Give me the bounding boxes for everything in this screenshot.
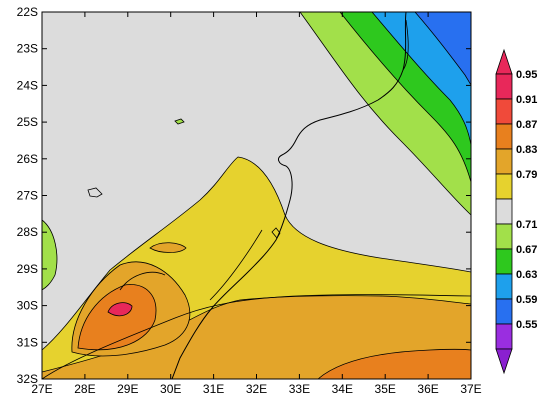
contour-band-0.87-southeast xyxy=(317,348,471,379)
colorbar-swatch xyxy=(495,123,513,150)
lon-tick-label: 28E xyxy=(74,382,95,396)
lat-tick-label: 32S xyxy=(17,372,38,386)
lat-tick-label: 22S xyxy=(17,5,38,19)
lat-tick-label: 28S xyxy=(17,225,38,239)
colorbar: 0.95 0.91 0.87 0.83 0.79 0.71 0.67 0.63 0.59 0.55 xyxy=(495,48,537,375)
colorbar-swatch xyxy=(495,73,513,100)
coastline xyxy=(171,12,407,379)
island-small xyxy=(174,118,185,125)
contour-band-0.71-west xyxy=(42,219,58,291)
colorbar-bottom-arrow xyxy=(495,348,513,375)
colorbar-swatch xyxy=(495,273,513,300)
lat-tick-label: 23S xyxy=(17,42,38,56)
colorbar-label: 0.55 xyxy=(516,319,537,331)
lat-tick-label: 25S xyxy=(17,115,38,129)
contour-band-0.91-core xyxy=(107,302,133,317)
country-border-east xyxy=(402,19,409,71)
lon-tick-label: 34E xyxy=(332,382,353,396)
lon-tick-label: 29E xyxy=(117,382,138,396)
contour-line-inner-1 xyxy=(42,294,471,379)
colorbar-swatch xyxy=(495,148,513,175)
latitude-axis: 22S 23S 24S 25S 26S 27S 28S 29S 30S 31S 32S xyxy=(17,5,471,386)
colorbar-swatch xyxy=(495,173,513,200)
colorbar-label: 0.63 xyxy=(516,269,537,281)
lon-tick-label: 36E xyxy=(417,382,438,396)
lon-tick-label: 33E xyxy=(289,382,310,396)
contour-line-inner-3 xyxy=(119,271,166,291)
lon-tick-label: 32E xyxy=(246,382,267,396)
lat-tick-label: 30S xyxy=(17,299,38,313)
contour-band-0.59 xyxy=(414,12,471,86)
colorbar-label: 0.95 xyxy=(516,69,537,81)
colorbar-swatch xyxy=(495,298,513,325)
lon-tick-label: 35E xyxy=(375,382,396,396)
colorbar-label: 0.79 xyxy=(516,169,537,181)
lat-tick-label: 29S xyxy=(17,262,38,276)
lat-tick-label: 26S xyxy=(17,152,38,166)
lake-features-2 xyxy=(271,227,281,239)
colorbar-label: 0.67 xyxy=(516,244,537,256)
colorbar-label: 0.91 xyxy=(516,94,537,106)
lat-tick-label: 31S xyxy=(17,335,38,349)
colorbar-swatch xyxy=(495,98,513,125)
colorbar-swatch xyxy=(495,198,513,225)
colorbar-label: 0.87 xyxy=(516,119,537,131)
lon-tick-label: 31E xyxy=(203,382,224,396)
contour-band-0.83-small xyxy=(149,242,187,253)
lat-tick-label: 27S xyxy=(17,189,38,203)
lake-features xyxy=(87,187,103,198)
colorbar-label: 0.59 xyxy=(516,294,537,306)
lon-tick-label: 37E xyxy=(460,382,481,396)
colorbar-top-arrow xyxy=(495,48,513,75)
colorbar-label: 0.83 xyxy=(516,144,537,156)
colorbar-swatch xyxy=(495,323,513,350)
longitude-axis: 27E 28E 29E 30E 31E 32E 33E 34E 35E 36E 37E xyxy=(31,12,482,396)
lon-tick-label: 27E xyxy=(31,382,52,396)
lat-tick-label: 24S xyxy=(17,78,38,92)
contour-fields xyxy=(42,12,471,379)
contour-line-inner-2 xyxy=(209,229,263,301)
colorbar-swatch xyxy=(495,248,513,275)
colorbar-label: 0.71 xyxy=(516,219,537,231)
colorbar-swatch xyxy=(495,223,513,250)
lon-tick-label: 30E xyxy=(160,382,181,396)
